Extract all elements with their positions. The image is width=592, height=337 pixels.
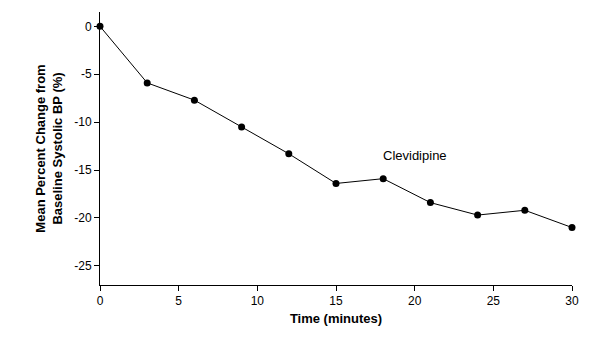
svg-text:-25: -25 [74,259,92,273]
svg-text:-20: -20 [74,211,92,225]
svg-text:Clevidipine: Clevidipine [383,148,447,163]
svg-text:25: 25 [487,294,501,308]
svg-text:15: 15 [329,294,343,308]
svg-text:Time (minutes): Time (minutes) [290,311,382,326]
svg-text:5: 5 [175,294,182,308]
svg-text:Mean Percent Change fromBaseli: Mean Percent Change fromBaseline Systoli… [33,64,65,232]
svg-text:-15: -15 [74,163,92,177]
svg-text:-10: -10 [74,115,92,129]
svg-text:0: 0 [85,20,92,34]
svg-text:10: 10 [251,294,265,308]
svg-text:30: 30 [565,294,579,308]
svg-text:0: 0 [97,294,104,308]
svg-text:20: 20 [408,294,422,308]
svg-text:-5: -5 [81,67,92,81]
